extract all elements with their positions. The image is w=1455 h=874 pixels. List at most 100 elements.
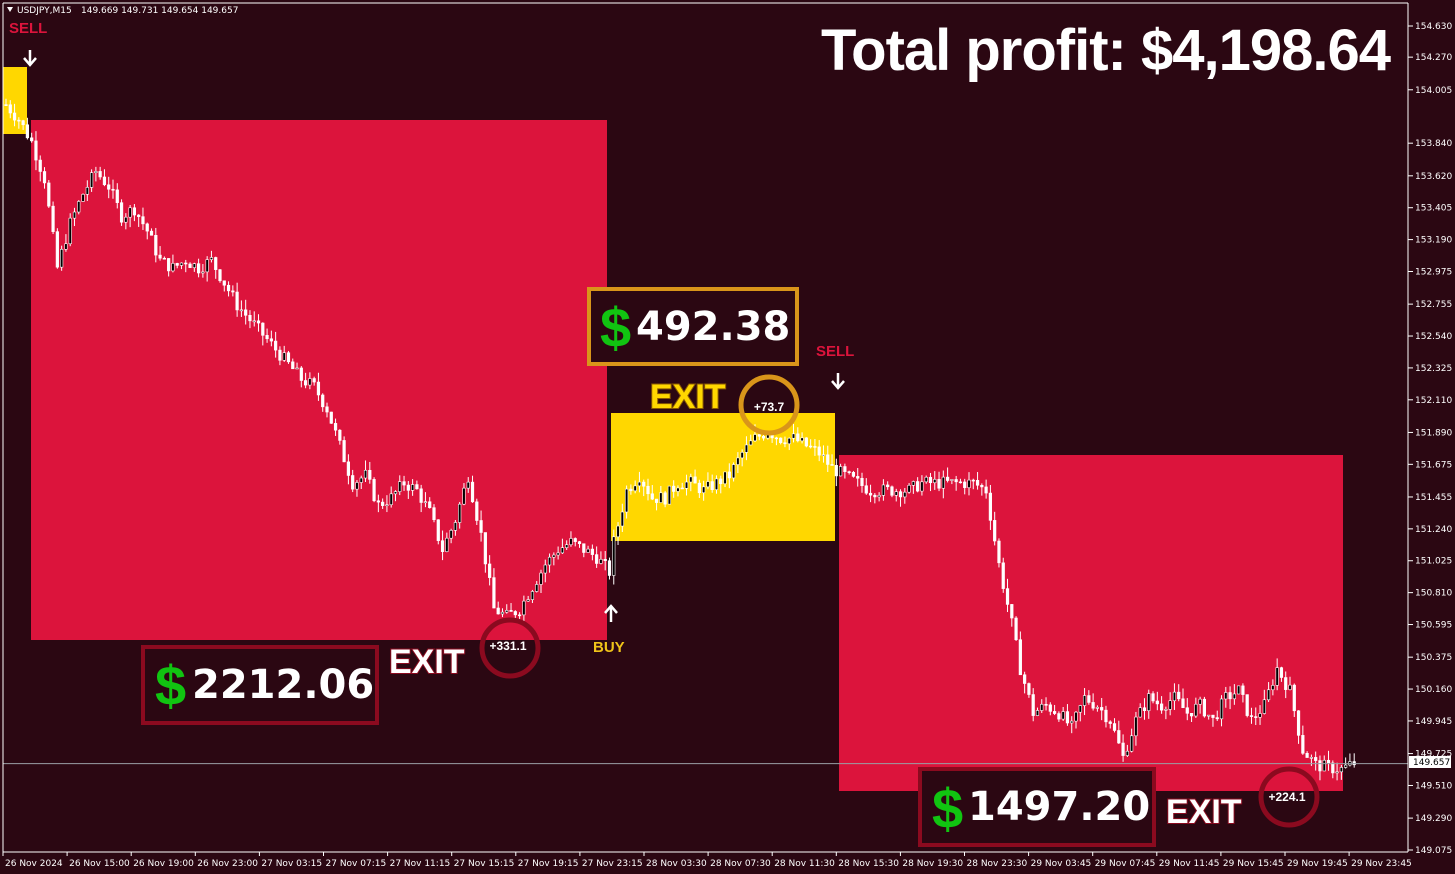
candle-body xyxy=(719,478,723,485)
candle-body xyxy=(612,536,616,576)
candle-body xyxy=(1267,689,1271,701)
candle-body xyxy=(586,548,590,553)
candle-body xyxy=(483,532,487,565)
candle-body xyxy=(458,503,462,523)
candle-body xyxy=(1164,709,1168,711)
sell-signal-2: SELL xyxy=(816,343,854,390)
candle-body xyxy=(436,519,440,541)
candle-body xyxy=(646,485,650,495)
y-tick-label: 153.190 xyxy=(1415,236,1452,246)
candle-body xyxy=(1121,742,1125,756)
candle-body xyxy=(145,223,149,232)
candle-body xyxy=(898,491,903,498)
candle-body xyxy=(1130,735,1134,752)
trade-2-pips: +73.7 xyxy=(754,400,785,414)
candle-body xyxy=(791,433,796,439)
y-tick-label: 151.675 xyxy=(1415,460,1452,470)
candle-body xyxy=(402,481,406,486)
candle-body xyxy=(239,309,244,312)
candle-body xyxy=(303,380,308,386)
x-tick-label: 27 Nov 19:15 xyxy=(518,859,579,869)
sell-signal-1-label: SELL xyxy=(9,20,47,37)
y-tick-label: 152.540 xyxy=(1415,332,1452,342)
candle-body xyxy=(916,481,920,492)
y-tick-label: 154.005 xyxy=(1415,86,1452,96)
candle-body xyxy=(12,112,17,121)
candle-body xyxy=(286,352,291,363)
candle-body xyxy=(796,433,800,442)
candle-body xyxy=(299,367,303,381)
x-tick-label: 27 Nov 11:15 xyxy=(390,859,451,869)
candle-body xyxy=(42,171,47,184)
trade-1-exit-circle xyxy=(479,617,541,679)
candle-body xyxy=(453,522,458,531)
candle-body xyxy=(85,187,89,195)
candle-body xyxy=(423,501,428,504)
candle-body xyxy=(295,367,299,370)
candle-body xyxy=(488,563,492,578)
candle-body xyxy=(4,104,8,106)
candle-body xyxy=(1249,715,1254,717)
up-arrow-icon xyxy=(604,604,618,622)
candle-body xyxy=(941,476,945,489)
candle-body xyxy=(706,481,710,488)
candle-body xyxy=(261,322,265,336)
candle-body xyxy=(1202,698,1206,717)
candle-body xyxy=(680,487,684,490)
candle-body xyxy=(381,501,385,506)
candle-body xyxy=(398,481,402,492)
candle-body xyxy=(1112,723,1117,731)
candle-body xyxy=(235,291,239,311)
candle-body xyxy=(1228,692,1232,700)
candle-body xyxy=(997,540,1001,564)
candle-body xyxy=(428,501,432,508)
y-tick-label: 152.110 xyxy=(1415,396,1452,406)
candle-body xyxy=(316,381,321,396)
candle-body xyxy=(1318,760,1322,772)
x-tick-label: 28 Nov 19:30 xyxy=(902,859,963,869)
candle-body xyxy=(980,484,984,488)
candle-body xyxy=(817,446,821,456)
x-tick-label: 28 Nov 07:30 xyxy=(710,859,771,869)
candle-body xyxy=(590,548,594,555)
candle-body xyxy=(445,537,449,552)
x-tick-label: 29 Nov 19:45 xyxy=(1287,859,1348,869)
candle-body xyxy=(192,263,196,268)
candle-body xyxy=(47,182,51,207)
candle-body xyxy=(321,394,325,408)
candle-body xyxy=(115,189,119,203)
y-tick-label: 149.725 xyxy=(1415,750,1452,760)
header-dropdown-icon[interactable] xyxy=(7,7,13,12)
candle-body xyxy=(779,437,783,443)
chart-header: USDJPY,M15 149.669 149.731 149.654 149.6… xyxy=(7,6,238,16)
candle-body xyxy=(890,486,894,496)
candle-body xyxy=(1339,767,1343,773)
candle-body xyxy=(560,547,564,554)
candle-body xyxy=(90,172,94,188)
candle-body xyxy=(1048,704,1052,712)
x-tick-label: 27 Nov 23:15 xyxy=(582,859,643,869)
candle-body xyxy=(1082,695,1087,706)
candle-body xyxy=(1065,711,1070,724)
current-price-tag: 149.657 xyxy=(1409,756,1451,768)
candle-body xyxy=(552,554,556,558)
candle-body xyxy=(274,340,278,351)
y-tick-label: 149.290 xyxy=(1415,814,1452,824)
candle-body xyxy=(21,120,25,126)
candle-body xyxy=(154,235,158,256)
candle-body xyxy=(543,564,547,574)
candle-body xyxy=(209,257,214,260)
candle-body xyxy=(569,538,573,546)
ohlc-values: 149.669 149.731 149.654 149.657 xyxy=(81,6,238,16)
x-tick-label: 26 Nov 2024 xyxy=(5,859,63,869)
candle-body xyxy=(440,540,445,552)
candle-body xyxy=(1344,764,1348,768)
candle-body xyxy=(826,454,830,465)
candle-body xyxy=(933,479,937,484)
candle-body xyxy=(479,520,483,533)
candle-body xyxy=(988,492,992,521)
trade-1-profit: 2212.06 xyxy=(192,662,374,708)
candle-body xyxy=(197,263,201,274)
dollar-sign: $ xyxy=(932,777,963,840)
candle-body xyxy=(886,484,890,488)
